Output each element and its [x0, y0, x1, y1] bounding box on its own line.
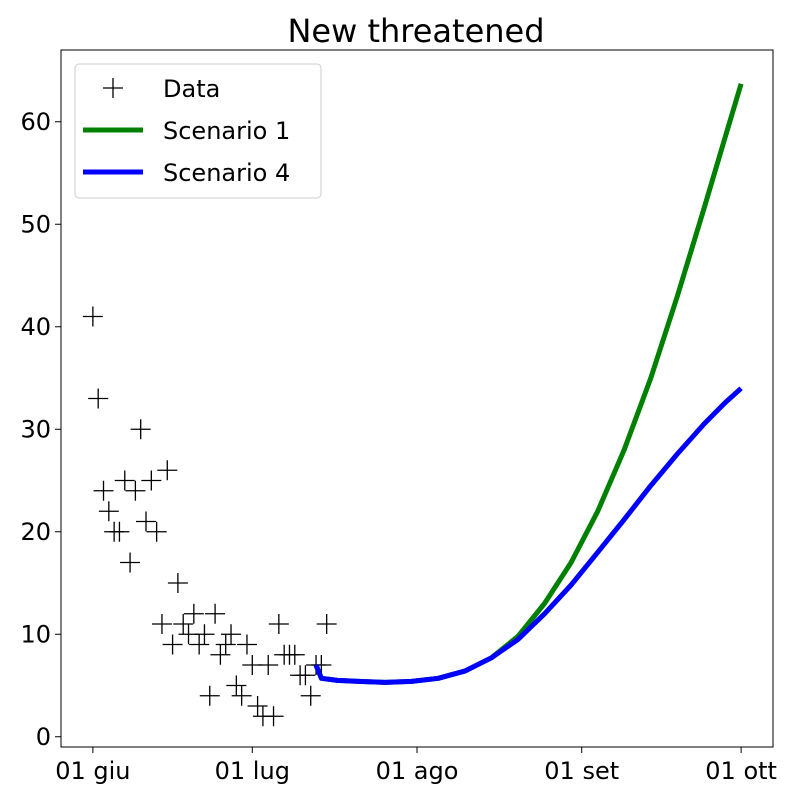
y-tick-label: 50	[20, 210, 51, 238]
y-tick-label: 60	[20, 108, 51, 136]
data-point	[258, 655, 279, 675]
legend-label: Scenario 1	[163, 117, 290, 145]
y-axis: 0 10 20 30 40 50 60	[20, 108, 61, 751]
data-point	[215, 634, 236, 655]
series-line-scenario-1	[313, 83, 744, 685]
data-point	[236, 634, 257, 655]
data-point	[173, 614, 194, 634]
data-point	[194, 624, 215, 645]
data-point	[136, 511, 157, 532]
data-point	[268, 614, 289, 634]
data-point	[247, 696, 268, 716]
data-point	[316, 614, 337, 634]
y-tick-label: 40	[20, 313, 51, 341]
legend-label: Scenario 4	[163, 159, 290, 187]
data-point	[151, 614, 172, 634]
x-tick-label: 01 set	[544, 757, 619, 785]
data-point	[205, 603, 226, 624]
data-point	[263, 706, 284, 727]
data-point	[284, 644, 305, 665]
data-point	[93, 480, 114, 501]
y-tick-label: 30	[20, 415, 51, 443]
y-tick-label: 10	[20, 620, 51, 648]
data-point	[226, 675, 247, 696]
x-tick-label: 01 ott	[705, 757, 777, 785]
data-point	[109, 521, 130, 542]
data-point	[114, 470, 135, 491]
x-tick-label: 01 lug	[215, 757, 290, 785]
series-data-markers	[82, 306, 337, 727]
legend: Data Scenario 1 Scenario 4	[74, 63, 322, 199]
data-point	[146, 521, 167, 542]
data-point	[300, 685, 321, 706]
data-point	[82, 306, 103, 327]
data-point	[189, 634, 210, 655]
data-point	[167, 573, 188, 593]
legend-box	[74, 63, 322, 199]
data-point	[141, 470, 162, 491]
x-tick-label: 01 giu	[55, 757, 130, 785]
data-point	[295, 665, 316, 686]
data-point	[98, 501, 119, 522]
data-point	[183, 603, 204, 624]
series-layer	[82, 83, 744, 727]
y-tick-label: 20	[20, 518, 51, 546]
chart-title: New threatened	[287, 12, 544, 50]
data-point	[162, 634, 183, 655]
x-axis: 01 giu 01 lug 01 ago 01 set 01 ott	[55, 747, 777, 785]
data-point	[125, 480, 146, 501]
data-point	[231, 685, 252, 706]
data-point	[120, 552, 141, 573]
data-point	[199, 685, 220, 706]
data-point	[210, 644, 231, 665]
data-point	[130, 419, 151, 440]
legend-label: Data	[163, 75, 220, 103]
legend-marker	[103, 78, 123, 98]
x-tick-label: 01 ago	[376, 757, 459, 785]
series-line-scenario-4	[313, 386, 743, 685]
data-point	[157, 460, 178, 481]
data-point	[88, 388, 109, 409]
data-point	[221, 624, 242, 645]
y-tick-label: 0	[36, 723, 51, 751]
